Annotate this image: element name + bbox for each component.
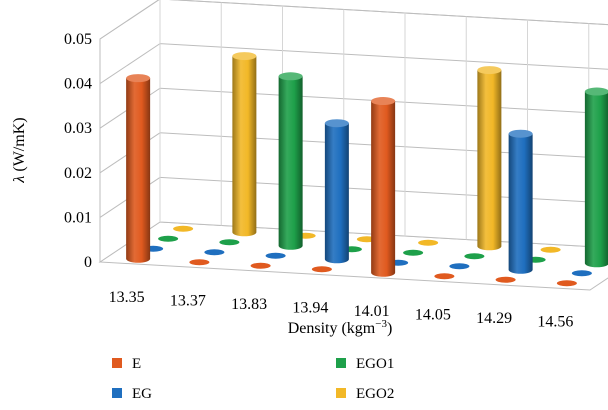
x-tick-label: 13.37 <box>170 292 206 309</box>
floor-marker <box>464 253 484 259</box>
bar-body <box>509 134 533 274</box>
bar-top <box>585 88 608 96</box>
floor-marker <box>418 240 438 246</box>
bar <box>279 72 303 249</box>
y-tick-label: 0.02 <box>64 165 92 182</box>
bar-top <box>477 66 501 74</box>
x-axis-label: Density (kgm <box>288 320 376 337</box>
legend: E EGO1 EG EGO2 <box>112 356 394 402</box>
floor-marker <box>158 236 178 242</box>
legend-label: EGO1 <box>356 356 394 372</box>
floor-marker <box>572 270 592 276</box>
bar-body <box>279 76 303 249</box>
floor-marker <box>312 266 332 272</box>
y-tick-label: 0.01 <box>64 209 92 226</box>
floor-marker <box>403 250 423 256</box>
bar-top <box>509 130 533 138</box>
floor-marker <box>204 249 224 255</box>
floor-marker <box>251 263 271 269</box>
x-tick-label: 13.94 <box>292 299 328 316</box>
legend-label: E <box>132 356 141 372</box>
bar-body <box>371 101 395 277</box>
legend-swatch <box>336 358 346 368</box>
y-axis-title: λ (W/mK) <box>11 117 28 183</box>
x-axis-label-close: ) <box>387 320 392 337</box>
floor-marker <box>219 239 239 245</box>
y-tick-label: 0.05 <box>64 31 92 48</box>
y-tick-labels: 0 0.01 0.02 0.03 0.04 0.05 <box>64 31 92 271</box>
bar <box>509 130 533 274</box>
floor-marker <box>434 273 454 279</box>
bar-body <box>126 78 150 263</box>
x-axis-title: Density (kgm−3) <box>288 318 393 337</box>
bar <box>232 52 256 236</box>
y-axis-unit: (W/mK) <box>11 117 28 175</box>
y-axis-symbol: λ <box>11 176 28 184</box>
y-tick-label: 0.03 <box>64 120 92 137</box>
floor-marker <box>541 247 561 253</box>
floor-marker <box>557 280 577 286</box>
y-tick-label: 0 <box>84 254 92 271</box>
legend-swatch <box>112 388 122 398</box>
bar-body <box>585 92 608 268</box>
legend-swatch <box>336 388 346 398</box>
floor-marker <box>189 259 209 265</box>
bar <box>325 119 349 263</box>
bar-top <box>232 52 256 60</box>
x-axis-exponent: −3 <box>375 318 387 330</box>
bar-body <box>232 56 256 236</box>
bar <box>585 88 608 268</box>
floor-marker <box>173 226 193 232</box>
bar <box>477 66 501 250</box>
floor-marker <box>449 263 469 269</box>
x-tick-label: 14.29 <box>476 310 512 327</box>
bar-body <box>325 123 349 263</box>
floor-marker <box>266 253 286 259</box>
bar-top <box>126 74 150 82</box>
x-tick-label: 14.56 <box>537 313 573 330</box>
floor-marker <box>496 277 516 283</box>
bar-top <box>279 72 303 80</box>
bar <box>371 97 395 277</box>
legend-swatch <box>112 358 122 368</box>
x-tick-label: 14.05 <box>415 306 451 323</box>
x-tick-label: 13.35 <box>109 289 145 306</box>
bar-top <box>325 119 349 127</box>
bar-top <box>371 97 395 105</box>
legend-label: EG <box>132 386 152 402</box>
legend-label: EGO2 <box>356 386 394 402</box>
bar-body <box>477 70 501 250</box>
x-tick-label: 13.83 <box>231 296 267 313</box>
y-tick-label: 0.04 <box>64 76 92 93</box>
bar <box>126 74 150 263</box>
